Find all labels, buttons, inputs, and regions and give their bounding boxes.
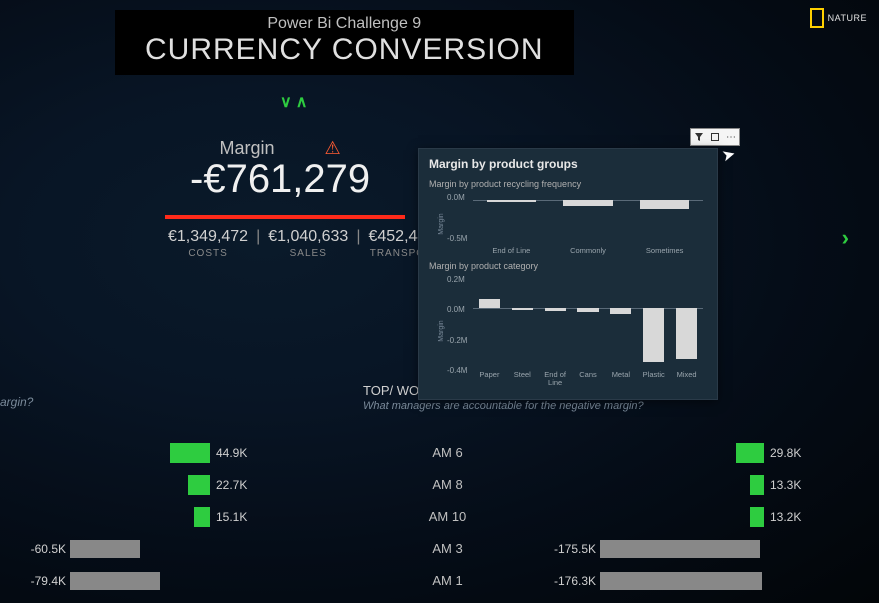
mini-bar (643, 308, 664, 361)
bar-negative (600, 572, 762, 590)
bar-negative (600, 540, 760, 558)
more-options-icon[interactable]: ⋯ (723, 129, 739, 145)
manager-label: AM 6 (375, 445, 520, 460)
mini-bar (610, 308, 631, 313)
manager-label: AM 3 (375, 541, 520, 556)
focus-mode-icon[interactable] (707, 129, 723, 145)
filter-icon[interactable] (691, 129, 707, 145)
visual-header-toolbar[interactable]: ⋯ (690, 128, 740, 146)
mini-bar (545, 308, 566, 311)
left-value: 22.7K (210, 478, 265, 492)
chart2-title: Margin by product category (429, 261, 707, 271)
next-page-button[interactable]: › (842, 225, 849, 251)
left-question-fragment: argin? (0, 395, 33, 409)
bar-negative (70, 540, 140, 558)
mini-bar (640, 200, 689, 209)
kpi-sales: €1,040,633 SALES (268, 228, 348, 259)
table-row[interactable]: 15.1K AM 10 13.2K (0, 502, 879, 531)
table-row[interactable]: -60.5K AM 3 -175.5K (0, 534, 879, 563)
bar-positive (736, 443, 764, 463)
margin-kpi: Margin ⚠ -€761,279 (190, 138, 370, 202)
kpi-row: €1,349,472 COSTS | €1,040,633 SALES | €4… (168, 228, 426, 259)
manager-label: AM 1 (375, 573, 520, 588)
manager-label: AM 10 (375, 509, 520, 524)
y-axis-title: Margin (438, 213, 445, 234)
margin-label: Margin (219, 138, 274, 159)
bar-positive (750, 507, 764, 527)
bar-negative (70, 572, 160, 590)
mini-bar (577, 308, 598, 312)
mini-bar (487, 200, 536, 202)
bar-positive (750, 475, 764, 495)
bar-positive (194, 507, 210, 527)
bar-positive (188, 475, 210, 495)
table-row[interactable]: 44.9K AM 6 29.8K (0, 438, 879, 467)
left-value: -79.4K (0, 574, 70, 588)
tooltip-card: Margin by product groups Margin by produ… (418, 148, 718, 400)
y-axis-title: Margin (438, 320, 445, 341)
chart-recycling-frequency: Margin 0.0M-0.5MEnd of LineCommonlySomet… (429, 193, 707, 255)
subtitle: Power Bi Challenge 9 (145, 15, 544, 33)
separator: | (256, 228, 260, 259)
left-value: 15.1K (210, 510, 265, 524)
left-value: -60.5K (0, 542, 70, 556)
chevron-up-icon: ∧ (296, 92, 308, 112)
table-row[interactable]: 22.7K AM 8 13.3K (0, 470, 879, 499)
kpi-value: €1,040,633 (268, 228, 348, 246)
right-value: -176.3K (540, 574, 600, 588)
mini-bar (479, 299, 500, 308)
kpi-label: SALES (268, 248, 348, 259)
mini-bar (512, 308, 533, 310)
chart1-title: Margin by product recycling frequency (429, 179, 707, 189)
section-subtitle: What managers are accountable for the ne… (363, 400, 644, 412)
mouse-cursor-icon: ➤ (720, 144, 738, 167)
chevron-down-icon: ∨ (280, 92, 292, 112)
mini-bar (676, 308, 697, 359)
right-value: -175.5K (540, 542, 600, 556)
right-value: 13.2K (764, 510, 879, 524)
managers-bar-table[interactable]: 44.9K AM 6 29.8K 22.7K AM 8 13.3K 15.1K AM 10 13… (0, 438, 879, 598)
logo-text: NATURE (828, 13, 867, 23)
mini-bar (563, 200, 612, 206)
warning-icon: ⚠ (325, 138, 341, 159)
separator: | (356, 228, 360, 259)
manager-label: AM 8 (375, 477, 520, 492)
main-title: CURRENCY CONVERSION (145, 33, 544, 67)
margin-value: -€761,279 (190, 157, 370, 202)
kpi-label: COSTS (168, 248, 248, 259)
right-value: 29.8K (764, 446, 879, 460)
kpi-value: €1,349,472 (168, 228, 248, 246)
chart-product-category: Margin 0.2M0.0M-0.2M-0.4MPaperSteelEnd o… (429, 275, 707, 387)
bar-positive (170, 443, 210, 463)
margin-underline (165, 215, 405, 219)
title-block: Power Bi Challenge 9 CURRENCY CONVERSION (115, 10, 574, 75)
right-value: 13.3K (764, 478, 879, 492)
logo-box-icon (810, 8, 824, 28)
section-title: TOP/ WO (363, 383, 419, 398)
kpi-costs: €1,349,472 COSTS (168, 228, 248, 259)
left-value: 44.9K (210, 446, 265, 460)
table-row[interactable]: -79.4K AM 1 -176.3K (0, 566, 879, 595)
brand-logo: NATURE (810, 8, 867, 28)
tooltip-title: Margin by product groups (429, 157, 707, 171)
scroll-indicator: ∨ ∧ (280, 92, 307, 112)
